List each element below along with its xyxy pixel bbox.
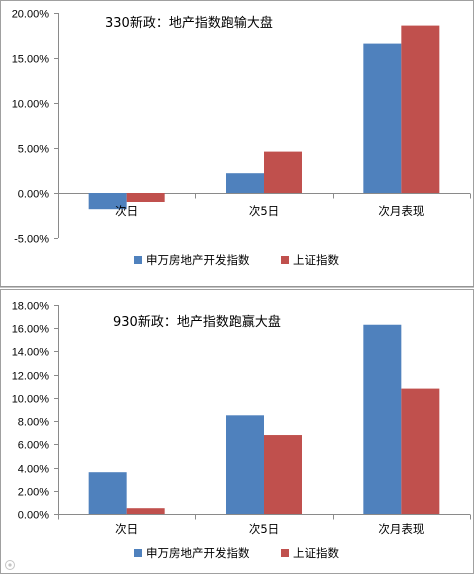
category-label: 次5日 bbox=[249, 204, 279, 218]
watermark bbox=[5, 560, 15, 570]
bar-shanghai-0 bbox=[126, 193, 165, 202]
y-tick-label: 0.00% bbox=[18, 189, 49, 201]
legend-swatch bbox=[134, 256, 142, 264]
bar-shanghai-1 bbox=[264, 435, 302, 514]
legend-label: 上证指数 bbox=[293, 546, 339, 560]
legend-label: 申万房地产开发指数 bbox=[146, 253, 250, 267]
legend-swatch bbox=[281, 256, 289, 264]
bar-sw-realestate-2 bbox=[363, 324, 402, 514]
bar-shanghai-2 bbox=[401, 25, 440, 193]
y-tick-label: 8.00% bbox=[18, 417, 49, 429]
y-tick-label: 15.00% bbox=[12, 54, 50, 66]
bar-shanghai-0 bbox=[126, 508, 165, 514]
bar-sw-realestate-1 bbox=[226, 415, 264, 514]
legend: 申万房地产开发指数 上证指数 bbox=[134, 253, 339, 267]
chart-title: 330新政：地产指数跑输大盘 bbox=[105, 15, 273, 31]
y-tick-label: 4.00% bbox=[18, 464, 49, 476]
bar-shanghai-2 bbox=[401, 388, 440, 514]
category-label: 次月表现 bbox=[378, 204, 424, 218]
category-label: 次月表现 bbox=[378, 522, 424, 536]
y-tick-label: 10.00% bbox=[12, 394, 50, 406]
legend-swatch bbox=[281, 549, 289, 557]
y-tick-label: 14.00% bbox=[12, 347, 50, 359]
legend-label: 上证指数 bbox=[293, 253, 339, 267]
y-tick-label: 20.00% bbox=[12, 9, 50, 21]
category-label: 次日 bbox=[115, 204, 138, 218]
legend-swatch bbox=[134, 549, 142, 557]
bar-sw-realestate-2 bbox=[363, 43, 402, 193]
chart-panel-330: 20.00% 15.00% 10.00% 5.00% 0.00% -5.00% 次日 次5日 次… bbox=[0, 0, 474, 287]
y-tick-label: 2.00% bbox=[18, 487, 49, 499]
y-tick-label: 5.00% bbox=[18, 144, 49, 156]
y-tick-label: 6.00% bbox=[18, 440, 49, 452]
y-tick-label: 0.00% bbox=[18, 510, 49, 522]
chart-title: 930新政：地产指数跑赢大盘 bbox=[113, 314, 281, 330]
chart-panel-930: 18.00% 16.00% 14.00% 12.00% 10.00% 8.00% 6.00%… bbox=[0, 289, 474, 574]
y-tick-label: -5.00% bbox=[14, 234, 49, 246]
bar-shanghai-1 bbox=[264, 151, 302, 193]
legend-label: 申万房地产开发指数 bbox=[146, 546, 250, 560]
legend: 申万房地产开发指数 上证指数 bbox=[134, 546, 339, 560]
category-label: 次5日 bbox=[249, 522, 279, 536]
y-tick-label: 18.00% bbox=[12, 301, 50, 313]
bar-sw-realestate-0 bbox=[88, 193, 127, 210]
y-tick-label: 16.00% bbox=[12, 324, 50, 336]
y-tick-label: 12.00% bbox=[12, 371, 50, 383]
bar-sw-realestate-0 bbox=[88, 472, 127, 514]
y-tick-label: 10.00% bbox=[12, 99, 50, 111]
bar-sw-realestate-1 bbox=[226, 173, 264, 193]
category-label: 次日 bbox=[115, 522, 138, 536]
